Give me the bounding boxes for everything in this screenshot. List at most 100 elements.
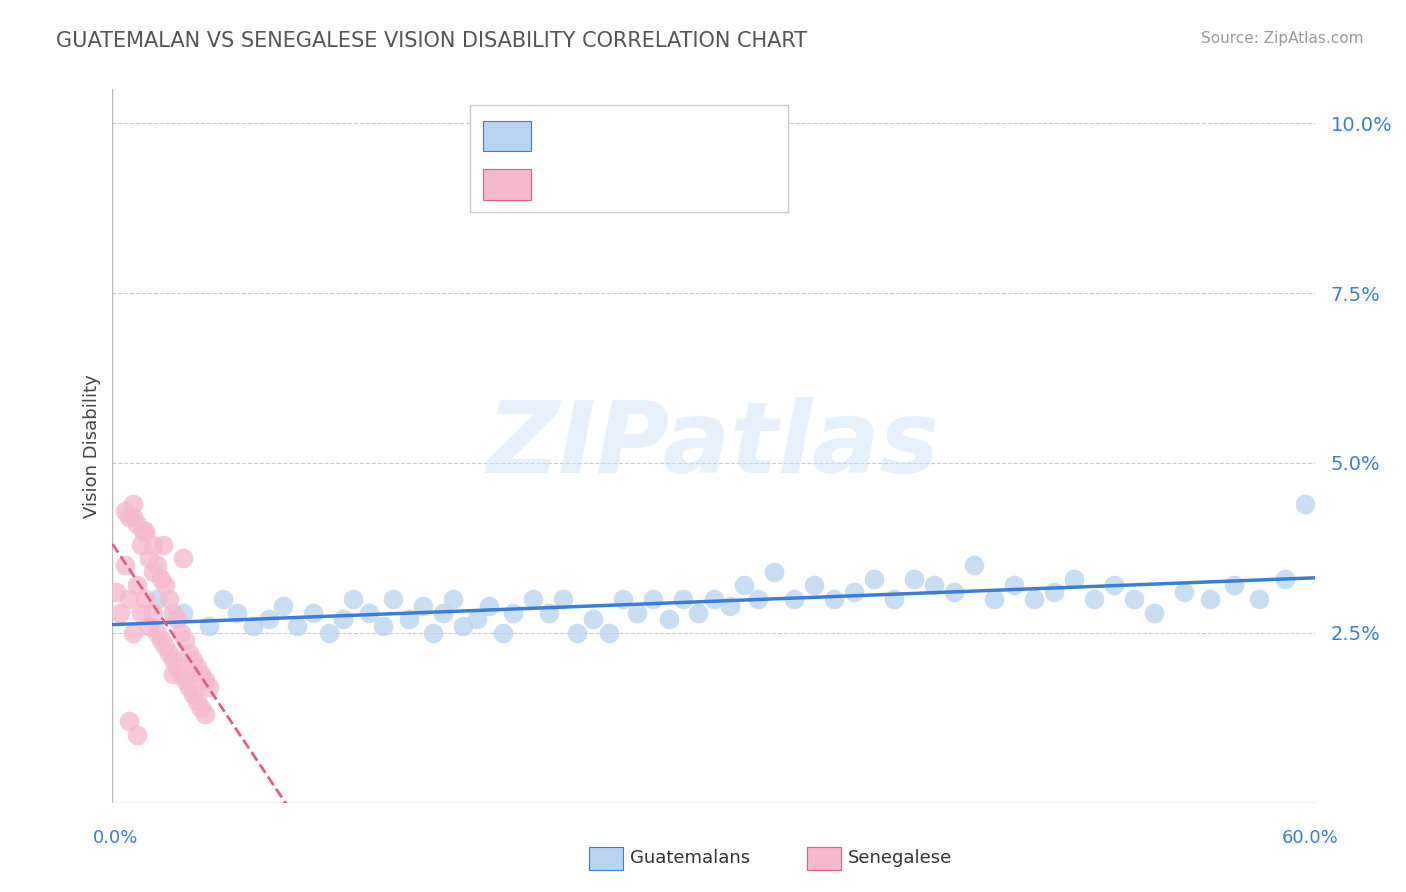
Point: [626, 606, 648, 620]
Point: [567, 626, 589, 640]
Point: [658, 612, 681, 626]
Point: [181, 687, 204, 701]
Point: [451, 619, 474, 633]
Point: [538, 606, 561, 620]
Point: [166, 612, 188, 626]
Point: [134, 591, 156, 606]
Point: [190, 700, 212, 714]
Point: [643, 591, 665, 606]
Point: [172, 551, 194, 566]
Point: [242, 619, 264, 633]
Point: [117, 510, 139, 524]
Point: [271, 599, 294, 613]
Point: [166, 660, 188, 674]
Point: [922, 578, 945, 592]
Point: [141, 537, 163, 551]
Point: [145, 558, 167, 572]
Point: [522, 591, 544, 606]
Point: [686, 606, 709, 620]
Point: [883, 591, 905, 606]
Point: [194, 707, 217, 722]
Point: [963, 558, 986, 572]
Point: [141, 606, 163, 620]
Point: [125, 517, 148, 532]
Point: [285, 619, 308, 633]
Point: [114, 503, 136, 517]
Point: [194, 673, 217, 688]
Point: [125, 728, 148, 742]
Point: [117, 591, 139, 606]
Point: [718, 599, 741, 613]
Text: 53: 53: [693, 175, 720, 194]
Text: Senegalese: Senegalese: [848, 849, 952, 867]
Point: [152, 537, 174, 551]
Point: [1199, 591, 1222, 606]
Point: [803, 578, 825, 592]
Point: [492, 626, 515, 640]
Point: [153, 578, 176, 592]
Point: [197, 680, 219, 694]
Point: [211, 591, 233, 606]
Point: [1173, 585, 1195, 599]
Point: [105, 585, 128, 599]
Point: [598, 626, 620, 640]
Point: [357, 606, 380, 620]
Point: [1294, 497, 1316, 511]
Point: [612, 591, 634, 606]
Point: [342, 591, 364, 606]
Point: [1247, 591, 1270, 606]
Point: [138, 619, 160, 633]
Point: [121, 497, 143, 511]
Point: [121, 626, 143, 640]
Point: [1102, 578, 1125, 592]
Point: [747, 591, 769, 606]
Point: [225, 606, 247, 620]
Point: [149, 572, 172, 586]
Point: [1143, 606, 1166, 620]
Point: [121, 510, 143, 524]
Text: Guatemalans: Guatemalans: [630, 849, 749, 867]
Text: ZIPatlas: ZIPatlas: [486, 398, 941, 494]
Point: [149, 632, 172, 647]
Point: [702, 591, 725, 606]
Point: [125, 578, 148, 592]
Text: GUATEMALAN VS SENEGALESE VISION DISABILITY CORRELATION CHART: GUATEMALAN VS SENEGALESE VISION DISABILI…: [56, 31, 807, 51]
Point: [1043, 585, 1066, 599]
Point: [1063, 572, 1085, 586]
Point: [162, 666, 184, 681]
Point: [173, 673, 195, 688]
Text: N =: N =: [637, 127, 692, 145]
Point: [173, 632, 195, 647]
Point: [177, 680, 200, 694]
Text: N =: N =: [637, 175, 692, 194]
Point: [478, 599, 501, 613]
Point: [302, 606, 325, 620]
Text: 0.225: 0.225: [583, 127, 644, 145]
Point: [318, 626, 340, 640]
Point: [1123, 591, 1146, 606]
Point: [114, 558, 136, 572]
Point: [145, 591, 167, 606]
Point: [762, 565, 785, 579]
Point: [162, 653, 184, 667]
Point: [332, 612, 354, 626]
Point: [131, 524, 153, 538]
Text: Source: ZipAtlas.com: Source: ZipAtlas.com: [1201, 31, 1364, 46]
Point: [582, 612, 605, 626]
Point: [157, 646, 180, 660]
Point: [172, 606, 194, 620]
Point: [842, 585, 865, 599]
Point: [157, 591, 180, 606]
Point: [465, 612, 488, 626]
Point: [134, 524, 156, 538]
Point: [823, 591, 845, 606]
Text: 0.084: 0.084: [583, 175, 644, 194]
Point: [1223, 578, 1246, 592]
Point: [983, 591, 1005, 606]
Text: 68: 68: [693, 127, 720, 145]
Text: R =: R =: [541, 127, 583, 145]
Point: [863, 572, 886, 586]
Point: [1274, 572, 1296, 586]
Point: [412, 599, 434, 613]
Y-axis label: Vision Disability: Vision Disability: [83, 374, 101, 518]
